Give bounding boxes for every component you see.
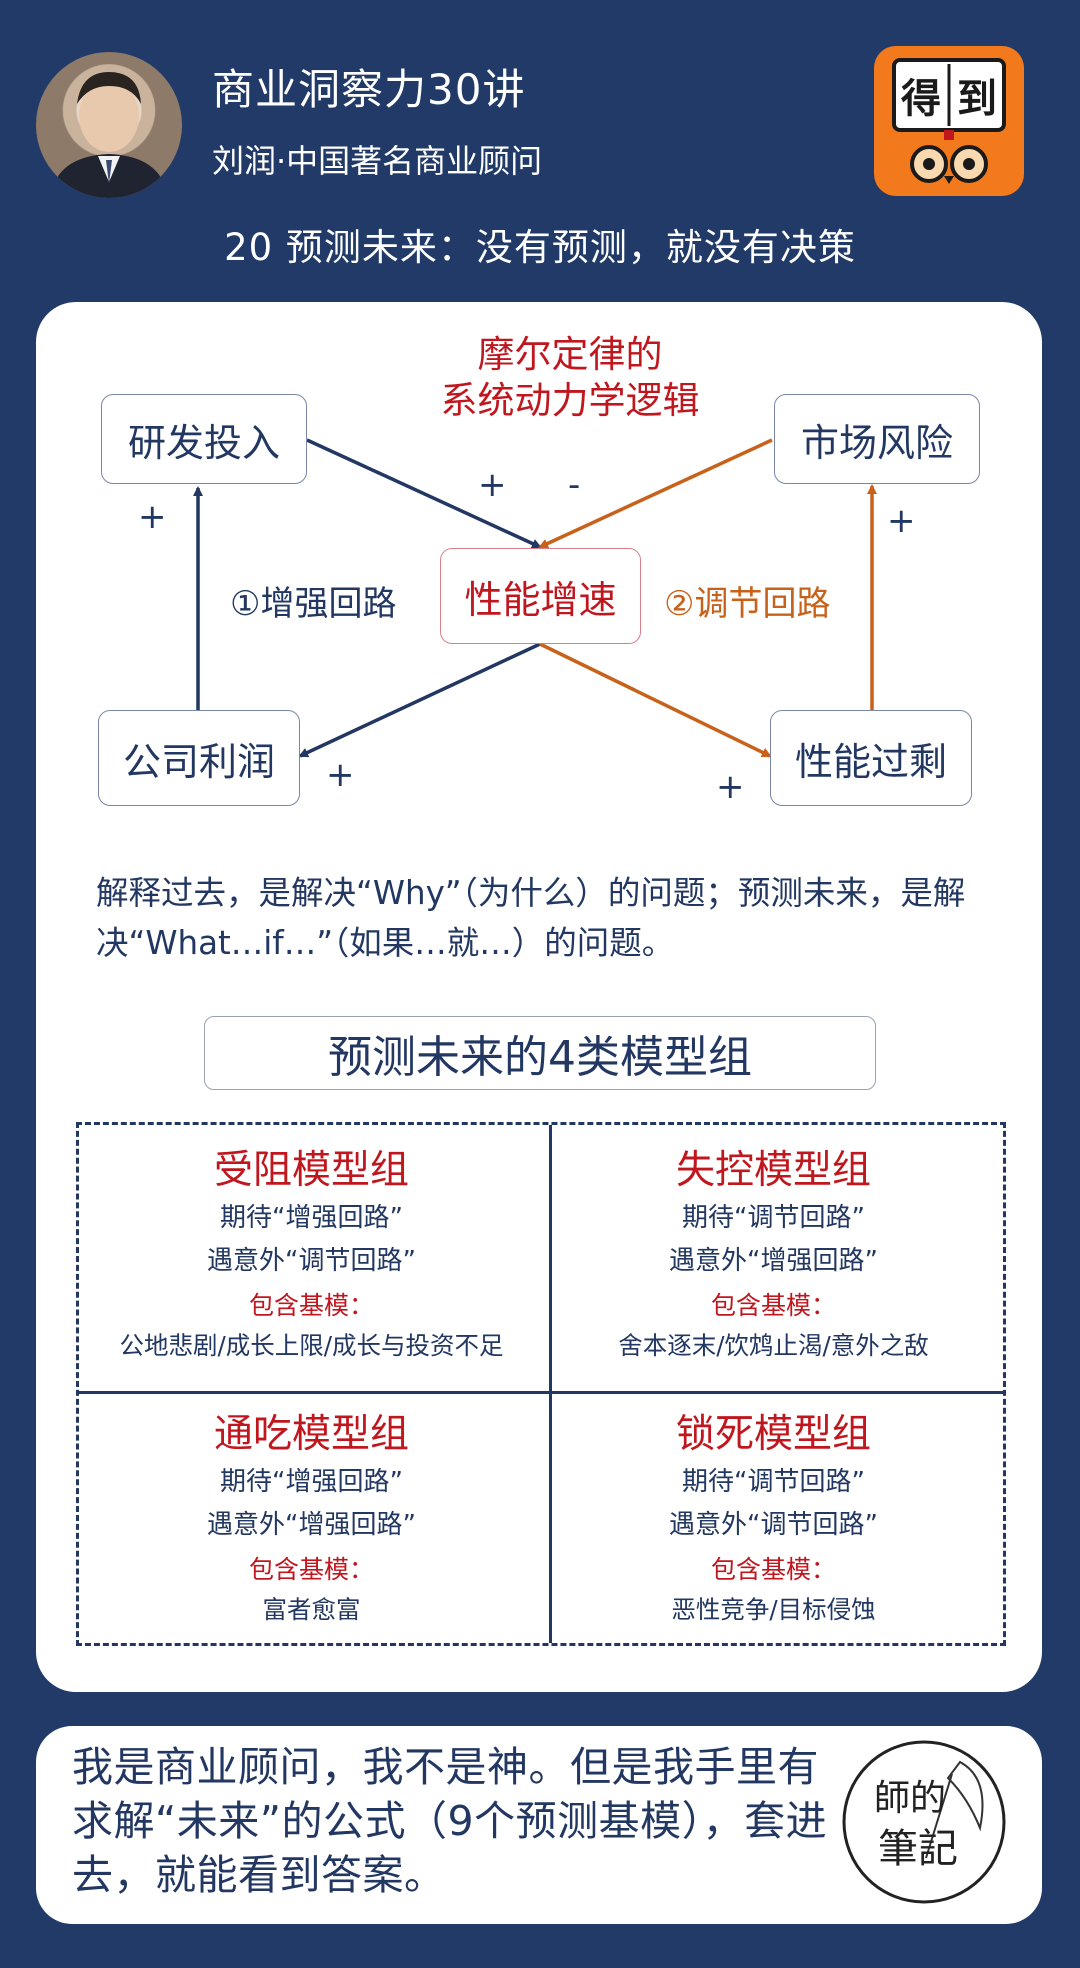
arrow-center-to-profit <box>298 642 541 758</box>
group-expect: 期待“增强回路” <box>220 1467 403 1497</box>
sign-market-right: + <box>887 501 916 541</box>
group-expect: 期待“调节回路” <box>682 1467 865 1497</box>
quote-text: 我是商业顾问，我不是神。但是我手里有求解“未来”的公式（9个预测基模），套进去，… <box>72 1743 828 1899</box>
sign-profit: + <box>326 755 355 795</box>
group-cell-runaway: 失控模型组 期待“调节回路” 遇意外“增强回路” 包含基模： 舍本逐末/饮鸩止渴… <box>541 1145 1006 1365</box>
group-unexpected: 遇意外“增强回路” <box>669 1246 878 1276</box>
course-title: 商业洞察力30讲 <box>212 65 526 114</box>
group-cell-winner-takes-all: 通吃模型组 期待“增强回路” 遇意外“增强回路” 包含基模： 富者愈富 <box>79 1409 544 1629</box>
diagram-title-line1: 摩尔定律的 <box>477 333 663 376</box>
logo-text-1: 得 <box>901 76 941 122</box>
notes-stamp-logo: 師的 筆記 <box>840 1738 1008 1906</box>
grid-divider-horizontal <box>79 1391 1003 1394</box>
diagram-title-line2: 系统动力学逻辑 <box>440 379 700 422</box>
lesson-title: 20 预测未来：没有预测，就没有决策 <box>224 226 856 269</box>
main-card <box>36 302 1042 1692</box>
group-basics: 富者愈富 <box>262 1595 361 1624</box>
group-unexpected: 遇意外“调节回路” <box>207 1246 416 1276</box>
group-basics: 公地悲剧/成长上限/成长与投资不足 <box>119 1331 504 1360</box>
author-name: 刘润·中国著名商业顾问 <box>212 142 543 180</box>
group-unexpected: 遇意外“调节回路” <box>669 1510 878 1540</box>
node-rd-investment: 研发投入 <box>101 394 307 484</box>
group-basics-label: 包含基模： <box>710 1291 836 1320</box>
arrow-center-to-surplus <box>539 642 772 758</box>
group-name: 锁死模型组 <box>675 1412 871 1457</box>
author-avatar <box>36 52 182 198</box>
group-name: 失控模型组 <box>675 1148 871 1193</box>
stamp-line1: 師的 <box>874 1778 946 1819</box>
group-basics: 舍本逐末/饮鸩止渴/意外之敌 <box>618 1331 929 1360</box>
sign-market-to-center: - <box>568 465 581 505</box>
diagram-title: 摩尔定律的 系统动力学逻辑 <box>400 332 740 424</box>
model-groups-title: 预测未来的4类模型组 <box>204 1016 876 1090</box>
arrow-rd-to-center <box>306 438 542 549</box>
group-basics-label: 包含基模： <box>248 1555 374 1584</box>
node-performance-growth: 性能增速 <box>440 548 641 644</box>
explanation-text: 解释过去，是解决“Why”（为什么）的问题；预测未来，是解决“What…if…”… <box>96 874 966 962</box>
node-market-risk: 市场风险 <box>774 394 980 484</box>
group-basics: 恶性竞争/目标侵蚀 <box>671 1595 876 1624</box>
group-expect: 期待“增强回路” <box>220 1203 403 1233</box>
sign-rd-to-center: + <box>478 465 507 505</box>
group-expect: 期待“调节回路” <box>682 1203 865 1233</box>
causal-loop-arrows <box>193 438 877 758</box>
sign-rd-left: + <box>138 497 167 537</box>
arrow-market-to-center <box>538 438 773 549</box>
group-cell-blocked: 受阻模型组 期待“增强回路” 遇意外“调节回路” 包含基模： 公地悲剧/成长上限… <box>79 1145 544 1365</box>
dedao-logo: 得 到 <box>874 46 1024 196</box>
group-unexpected: 遇意外“增强回路” <box>207 1510 416 1540</box>
group-cell-lockdown: 锁死模型组 期待“调节回路” 遇意外“调节回路” 包含基模： 恶性竞争/目标侵蚀 <box>541 1409 1006 1629</box>
sign-surplus: + <box>716 767 745 807</box>
group-name: 通吃模型组 <box>213 1412 409 1457</box>
loop-label-balancing: ②调节回路 <box>664 584 831 624</box>
loop-label-reinforcing: ①增强回路 <box>230 584 397 624</box>
group-name: 受阻模型组 <box>213 1148 409 1193</box>
logo-text-2: 到 <box>957 76 997 122</box>
node-performance-surplus: 性能过剩 <box>770 710 972 806</box>
group-basics-label: 包含基模： <box>710 1555 836 1584</box>
node-company-profit: 公司利润 <box>98 710 300 806</box>
grid-divider-vertical <box>549 1125 552 1643</box>
stamp-line2: 筆記 <box>878 1826 958 1872</box>
model-groups-grid: 受阻模型组 期待“增强回路” 遇意外“调节回路” 包含基模： 公地悲剧/成长上限… <box>76 1122 1006 1646</box>
group-basics-label: 包含基模： <box>248 1291 374 1320</box>
